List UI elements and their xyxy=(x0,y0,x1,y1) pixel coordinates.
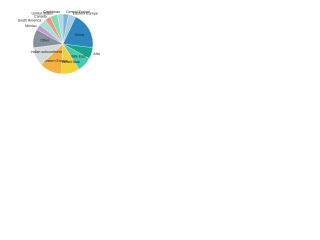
pie-slice xyxy=(62,16,94,48)
slice-label: Mexico xyxy=(25,24,36,28)
slice-label: Canada xyxy=(34,14,47,18)
slice-label: China xyxy=(75,33,84,37)
slice-label: Indian subcontinent xyxy=(31,50,62,54)
slice-label: United States xyxy=(32,12,54,16)
slice-label: South America xyxy=(18,19,41,23)
slice-label: Eastern Europe xyxy=(73,12,98,16)
slice-label: Caribbean xyxy=(43,10,60,14)
pie-slice xyxy=(57,13,64,45)
slice-label: Central Europe xyxy=(66,10,90,14)
slice-label: Southeast Asia xyxy=(56,60,80,64)
slice-label: Africa xyxy=(93,52,100,56)
slice-label: Other xyxy=(40,38,50,42)
slice-label: Middle East xyxy=(67,55,86,59)
slice-label: Western Europe xyxy=(42,59,68,63)
